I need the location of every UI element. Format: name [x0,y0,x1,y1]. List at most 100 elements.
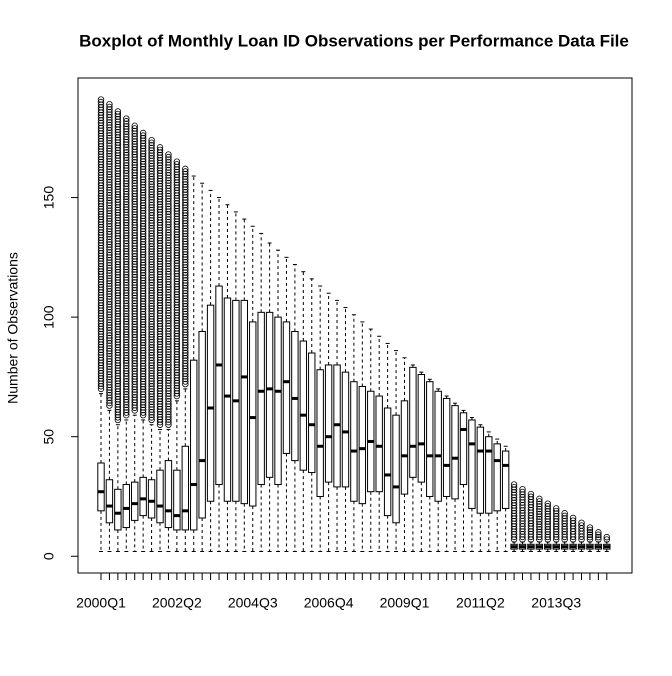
outlier [165,159,172,166]
outlier [139,406,147,414]
outlier [156,253,164,260]
outlier [156,229,164,237]
outlier [156,195,164,203]
outlier [114,414,122,421]
outlier [182,334,189,341]
outlier [165,299,172,306]
outlier [106,376,113,383]
outlier [165,392,172,400]
outlier [156,289,164,296]
outlier [106,363,113,370]
outlier [148,339,155,346]
outlier [156,335,164,343]
outlier [139,292,147,300]
outlier [148,212,155,219]
outlier [139,285,147,292]
outlier [148,364,155,372]
outlier [114,403,122,411]
outlier [139,401,147,409]
outlier [156,411,164,418]
outlier [165,265,172,273]
outlier [106,368,113,376]
outlier [182,341,189,349]
outlier [139,212,147,220]
outlier [156,211,164,218]
outlier [148,370,155,377]
outlier [139,300,147,308]
outlier [165,377,172,384]
outlier [156,385,164,392]
outlier [553,533,560,541]
outlier [553,525,560,533]
outlier [148,331,155,338]
outlier [106,111,113,118]
outlier [139,129,147,137]
outlier [156,193,164,200]
outlier [139,303,147,310]
outlier [114,388,122,395]
outlier [106,176,113,183]
outlier [156,149,164,156]
outlier [114,129,122,136]
outlier [182,214,189,222]
outlier [165,242,172,249]
outlier [156,250,164,257]
outlier [182,326,189,333]
outlier [139,362,147,370]
outlier [139,290,147,297]
outlier [139,329,147,336]
outlier [114,160,122,167]
box [265,311,274,478]
outlier [156,403,164,410]
outlier [156,278,164,286]
outlier [114,154,122,162]
outlier [536,510,543,518]
outlier [114,193,122,201]
outlier [148,380,155,387]
outlier [106,353,113,360]
outlier [165,179,172,187]
outlier [139,316,147,323]
outlier [165,333,172,340]
outlier [148,300,155,307]
outlier [156,219,164,226]
outlier [182,354,189,362]
outlier [148,375,155,382]
outlier [139,336,147,344]
outlier [106,254,113,261]
outlier [139,254,147,261]
outlier [123,118,130,125]
outlier [131,125,138,132]
outlier [148,175,155,183]
outlier [139,313,147,321]
outlier [536,495,543,503]
outlier [156,351,164,358]
outlier [148,383,155,390]
outlier [114,279,122,286]
outlier [139,199,147,207]
outlier [156,377,164,384]
outlier [139,248,147,256]
outlier [536,498,543,505]
outlier [165,296,172,304]
outlier [156,413,164,421]
outlier [106,189,113,196]
outlier [114,204,122,211]
outlier [139,386,147,393]
outlier [148,346,155,354]
outlier [114,406,122,413]
outlier [182,266,189,274]
outlier [114,331,122,338]
outlier [156,418,164,426]
outlier [519,488,526,496]
outlier [139,137,147,144]
outlier [156,185,164,193]
outlier [106,192,113,199]
outlier [106,332,113,339]
outlier [536,513,543,520]
outlier [156,320,164,327]
box [392,414,400,524]
outlier [148,250,155,258]
outlier [114,372,122,380]
outlier [165,211,172,218]
